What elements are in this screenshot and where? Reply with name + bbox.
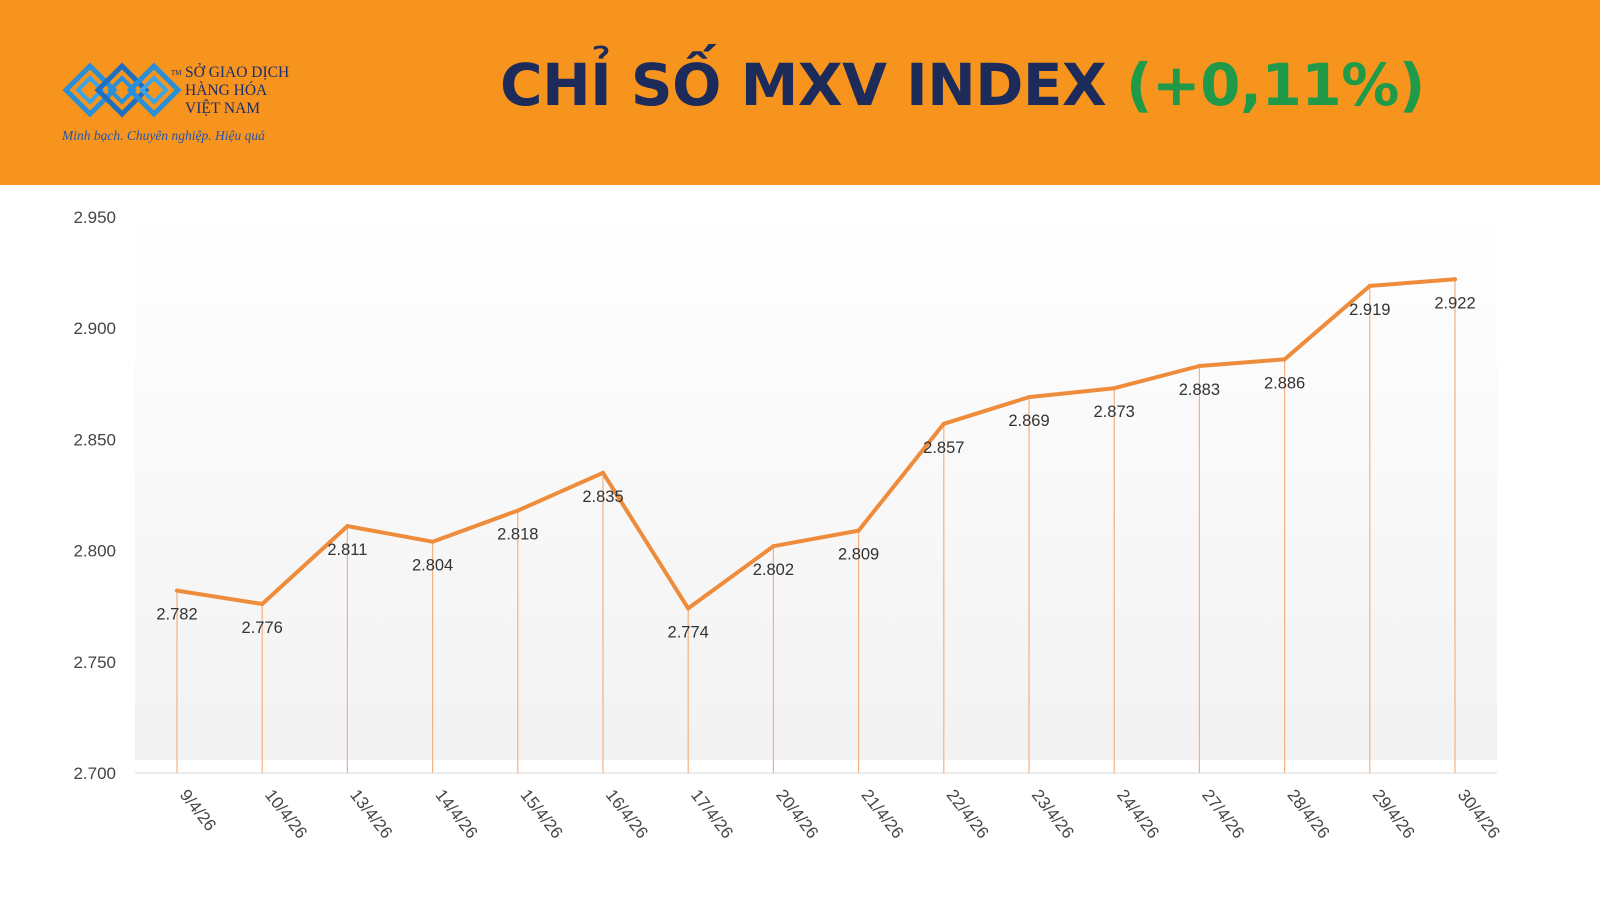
- plot-area: [135, 207, 1497, 760]
- mxv-index-line-chart: 2.700 2.750 2.800 2.850 2.900 2.950 2.782 2.77…: [73, 207, 1504, 842]
- series-line: [175, 277, 1457, 611]
- y-tick-label: 2.950: [73, 208, 116, 227]
- data-label: 2.804: [412, 557, 453, 575]
- data-point: [856, 528, 861, 533]
- data-label: 2.922: [1434, 294, 1475, 312]
- y-tick-label: 2.750: [73, 653, 116, 672]
- y-tick-label: 2.900: [73, 319, 116, 338]
- data-point: [1027, 395, 1031, 400]
- data-label: 2.883: [1179, 381, 1220, 399]
- data-label: 2.782: [156, 606, 197, 624]
- data-label: 2.919: [1349, 301, 1390, 319]
- mxv-logo: TM SỞ GIAO DỊCH HÀNG HÓA VIỆT NAM Minh b…: [62, 62, 302, 152]
- x-tick-label: 13/4/26: [346, 786, 396, 842]
- y-axis: 2.700 2.750 2.800 2.850 2.900 2.950: [73, 208, 1497, 783]
- data-point: [175, 588, 179, 593]
- logo-name-line3: VIỆT NAM: [185, 100, 261, 117]
- data-points: [175, 277, 1457, 611]
- title-main: CHỈ SỐ MXV INDEX: [500, 51, 1107, 119]
- data-point: [1367, 283, 1372, 288]
- x-tick-label: 20/4/26: [772, 786, 822, 842]
- logo-name-line1: SỞ GIAO DỊCH: [185, 64, 290, 81]
- data-label: 2.774: [668, 623, 709, 641]
- data-label: 2.802: [753, 561, 794, 579]
- mxv-logo-icon: [62, 62, 182, 118]
- data-point: [1197, 364, 1202, 369]
- data-point: [1112, 386, 1117, 391]
- data-label: 2.869: [1008, 412, 1049, 430]
- y-tick-label: 2.850: [73, 430, 116, 449]
- x-tick-label: 24/4/26: [1113, 786, 1163, 842]
- data-point: [260, 601, 265, 606]
- data-label: 2.835: [582, 488, 623, 506]
- data-point: [941, 421, 946, 426]
- data-point: [1282, 357, 1287, 362]
- x-axis: 9/4/26 10/4/26 13/4/26 14/4/26 15/4/26 16/4/2…: [176, 786, 1504, 842]
- data-label: 2.811: [327, 541, 367, 559]
- x-tick-label: 14/4/26: [431, 786, 481, 842]
- y-tick-label: 2.700: [73, 764, 116, 783]
- data-point: [686, 606, 691, 611]
- x-tick-label: 10/4/26: [261, 786, 311, 842]
- header-banner: TM SỞ GIAO DỊCH HÀNG HÓA VIỆT NAM Minh b…: [0, 0, 1600, 185]
- x-tick-label: 17/4/26: [687, 786, 737, 842]
- title-change-percent: (+0,11%): [1125, 51, 1425, 119]
- data-label: 2.776: [242, 619, 283, 637]
- data-point: [430, 539, 435, 544]
- drop-lines: [176, 279, 1456, 773]
- data-point: [601, 470, 605, 475]
- data-label: 2.857: [923, 439, 964, 457]
- data-point: [515, 508, 520, 513]
- x-tick-label: 30/4/26: [1454, 786, 1504, 842]
- data-label: 2.873: [1094, 403, 1135, 421]
- logo-trademark: TM: [171, 69, 182, 77]
- x-tick-label: 23/4/26: [1028, 786, 1078, 842]
- data-labels: 2.782 2.776 2.811 2.804 2.818 2.835 2.774 2.802…: [156, 294, 1475, 641]
- x-tick-label: 28/4/26: [1283, 786, 1333, 842]
- data-label: 2.818: [497, 526, 538, 544]
- data-point: [1453, 277, 1457, 282]
- data-label: 2.809: [838, 546, 879, 564]
- x-tick-label: 15/4/26: [517, 786, 567, 842]
- x-tick-label: 16/4/26: [602, 786, 652, 842]
- x-tick-label: 21/4/26: [857, 786, 907, 842]
- data-label: 2.886: [1264, 374, 1305, 392]
- page-title: CHỈ SỐ MXV INDEX (+0,11%): [500, 50, 1425, 120]
- x-tick-label: 22/4/26: [943, 786, 993, 842]
- logo-slogan: Minh bạch. Chuyên nghiệp. Hiệu quả: [62, 128, 265, 143]
- logo-name: TM SỞ GIAO DỊCH HÀNG HÓA VIỆT NAM: [171, 64, 290, 118]
- x-tick-label: 27/4/26: [1198, 786, 1248, 842]
- y-tick-label: 2.800: [73, 542, 116, 561]
- x-tick-label: 29/4/26: [1369, 786, 1419, 842]
- data-point: [345, 524, 350, 529]
- logo-name-line2: HÀNG HÓA: [185, 82, 268, 99]
- x-tick-label: 9/4/26: [176, 786, 220, 835]
- data-point: [771, 544, 776, 549]
